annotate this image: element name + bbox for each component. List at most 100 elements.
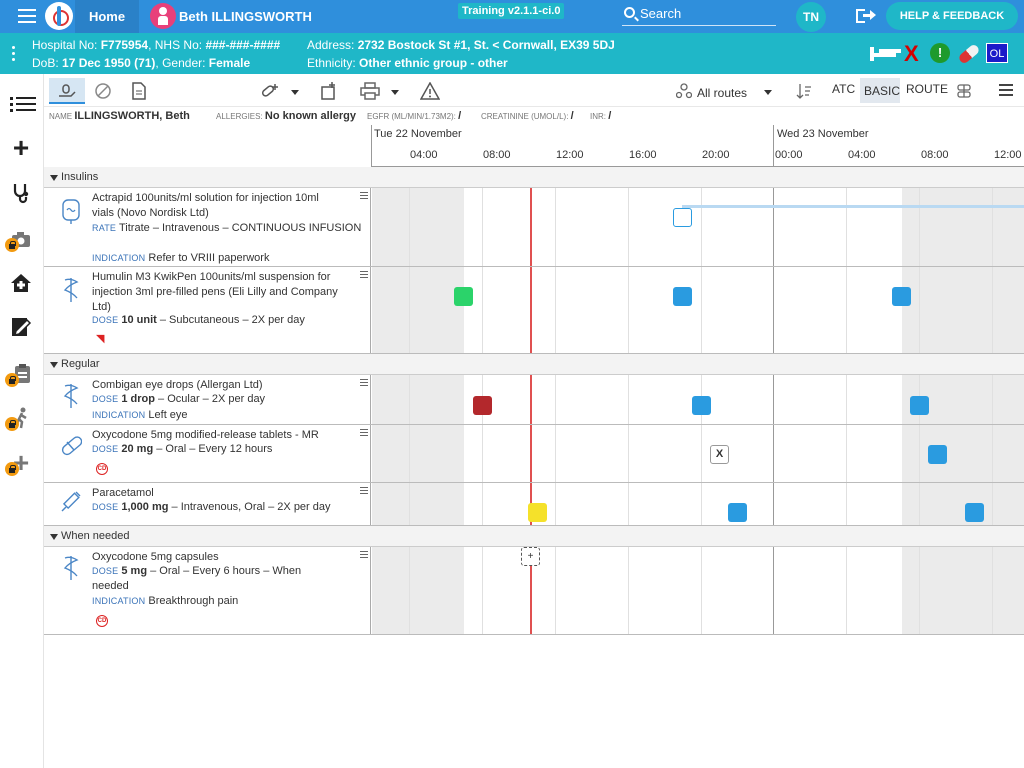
administration-scheduled[interactable]	[728, 503, 747, 522]
search-input[interactable]	[640, 4, 770, 22]
add-medication-button[interactable]	[260, 78, 304, 104]
basic-label: BASIC	[864, 84, 901, 98]
prn-add-button[interactable]: +	[521, 547, 540, 566]
medication-name[interactable]: Oxycodone 5mg capsules	[92, 551, 219, 563]
administer-button[interactable]	[49, 78, 85, 104]
medication-row[interactable]: Humulin M3 KwikPen 100units/ml suspensio…	[44, 267, 1024, 354]
user-avatar[interactable]: TN	[796, 2, 826, 32]
route-button[interactable]: ROUTE	[906, 78, 948, 104]
section-regular[interactable]: Regular	[44, 354, 1024, 375]
left-nav: +	[0, 74, 44, 768]
medication-row[interactable]: Paracetamol DOSE 1,000 mg – Intravenous,…	[44, 483, 1024, 526]
route-label: ROUTE	[906, 82, 948, 96]
timeline-grid: +	[372, 547, 1024, 634]
collapse-icon[interactable]	[50, 362, 58, 368]
nav-clipboard[interactable]	[0, 354, 44, 394]
row-menu-icon[interactable]	[360, 271, 368, 280]
medication-row[interactable]: X Oxycodone 5mg modified-release tablets…	[44, 425, 1024, 483]
row-menu-icon[interactable]	[360, 487, 368, 496]
app-logo[interactable]	[45, 2, 73, 30]
administration-scheduled[interactable]	[910, 396, 929, 415]
medication-dose: DOSE 10 unit – Subcutaneous – 2X per day	[92, 314, 305, 326]
more-menu-icon[interactable]	[999, 78, 1015, 104]
collapse-icon[interactable]	[50, 534, 58, 540]
administration-scheduled[interactable]	[928, 445, 947, 464]
print-button[interactable]	[360, 78, 404, 104]
routes-filter[interactable]: All routes	[676, 78, 776, 104]
hour-label: 04:00	[410, 149, 438, 161]
row-menu-icon[interactable]	[360, 192, 368, 201]
patient-name[interactable]: Beth ILLINGSWORTH	[179, 9, 312, 24]
medication-row[interactable]: + Oxycodone 5mg capsules DOSE 5 mg – Ora…	[44, 547, 1024, 635]
search-icon[interactable]	[624, 7, 635, 18]
lock-icon	[5, 417, 19, 431]
administration-scheduled[interactable]	[692, 396, 711, 415]
nav-add[interactable]: +	[0, 128, 44, 168]
administration-scheduled[interactable]	[965, 503, 984, 522]
syringe-icon	[61, 491, 81, 512]
administration-scheduled[interactable]	[892, 287, 911, 306]
medication-name[interactable]: Humulin M3 KwikPen 100units/ml suspensio…	[92, 271, 338, 313]
logout-icon[interactable]	[856, 8, 876, 24]
routes-label[interactable]: All routes	[697, 86, 748, 100]
search-box[interactable]	[622, 4, 776, 26]
administration-given[interactable]	[454, 287, 473, 306]
basic-button[interactable]: BASIC	[860, 78, 900, 103]
administration-due[interactable]	[528, 503, 547, 522]
nav-add-locked[interactable]: +	[0, 443, 44, 483]
stethoscope-icon	[13, 184, 29, 204]
warning-icon	[420, 82, 440, 100]
medication-name[interactable]: Combigan eye drops (Allergan Ltd)	[92, 379, 263, 391]
nav-list[interactable]	[0, 84, 44, 124]
allergies-value: No known allergy	[264, 110, 356, 122]
nav-activity[interactable]	[0, 398, 44, 438]
row-menu-icon[interactable]	[360, 379, 368, 388]
document-button[interactable]	[132, 78, 148, 104]
chevron-down-icon[interactable]	[391, 90, 399, 95]
infusion-marker[interactable]	[673, 208, 692, 227]
day-label: Wed 23 November	[777, 128, 869, 140]
nav-home-care[interactable]	[0, 263, 44, 303]
sort-button[interactable]	[796, 78, 814, 104]
add-prescription-button[interactable]	[320, 78, 338, 104]
medication-chart: Tue 22 November Wed 23 November 04:00 08…	[44, 125, 1024, 635]
pill-icon[interactable]	[957, 43, 981, 65]
patient-female-icon	[150, 3, 176, 29]
sort-icon	[796, 84, 811, 99]
collapse-icon[interactable]	[50, 175, 58, 181]
infusion-bag-icon	[62, 199, 80, 224]
cross-icon[interactable]: X	[904, 41, 919, 66]
inr-field: INR: /	[590, 110, 612, 122]
row-menu-icon[interactable]	[360, 429, 368, 438]
infusion-line	[682, 205, 1024, 208]
help-feedback-button[interactable]: HELP & FEEDBACK	[886, 2, 1018, 30]
chevron-down-icon[interactable]	[291, 90, 299, 95]
ol-badge[interactable]: OL	[986, 43, 1008, 63]
atc-button[interactable]: ATC	[830, 78, 855, 104]
medication-indication: INDICATION Breakthrough pain	[92, 595, 239, 607]
home-button[interactable]: Home	[75, 0, 139, 33]
alert-icon[interactable]: !	[930, 43, 950, 63]
nav-notes[interactable]	[0, 307, 44, 347]
more-vertical-icon[interactable]	[12, 46, 16, 64]
medication-name[interactable]: Oxycodone 5mg modified-release tablets -…	[92, 429, 319, 441]
gender-value: Female	[208, 56, 251, 70]
medication-row[interactable]: Combigan eye drops (Allergan Ltd) DOSE 1…	[44, 375, 1024, 425]
section-insulins[interactable]: Insulins	[44, 167, 1024, 188]
administration-missed[interactable]	[473, 396, 492, 415]
administration-cancelled[interactable]: X	[710, 445, 729, 464]
medication-row[interactable]: Actrapid 100units/ml solution for inject…	[44, 188, 1024, 267]
warnings-button[interactable]	[420, 78, 440, 104]
medication-name[interactable]: Actrapid 100units/ml solution for inject…	[92, 192, 319, 219]
chevron-down-icon[interactable]	[764, 90, 772, 95]
nav-clinical[interactable]	[0, 173, 44, 213]
bed-icon[interactable]	[870, 43, 898, 63]
discontinue-button[interactable]	[94, 78, 114, 104]
medication-name[interactable]: Paracetamol	[92, 487, 154, 499]
menu-icon[interactable]	[18, 9, 36, 23]
nav-camera[interactable]	[0, 219, 44, 259]
grid-view-button[interactable]	[956, 78, 974, 104]
administration-scheduled[interactable]	[673, 287, 692, 306]
row-menu-icon[interactable]	[360, 551, 368, 560]
section-when-needed[interactable]: When needed	[44, 526, 1024, 547]
